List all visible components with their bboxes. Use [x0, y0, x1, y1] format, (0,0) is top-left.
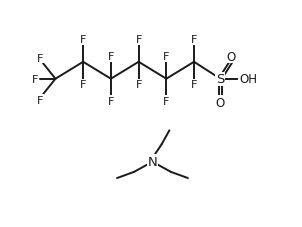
- Text: F: F: [191, 35, 197, 45]
- Text: F: F: [163, 97, 169, 107]
- Text: F: F: [108, 97, 114, 107]
- Text: F: F: [135, 80, 142, 90]
- Text: O: O: [226, 51, 236, 64]
- Text: F: F: [135, 35, 142, 45]
- Text: F: F: [37, 54, 43, 64]
- Text: F: F: [80, 80, 86, 90]
- Text: F: F: [108, 52, 114, 62]
- Text: F: F: [80, 35, 86, 45]
- Text: N: N: [148, 155, 157, 168]
- Text: F: F: [37, 95, 43, 105]
- Text: OH: OH: [239, 73, 257, 86]
- Text: F: F: [31, 74, 38, 84]
- Text: O: O: [216, 97, 225, 110]
- Text: F: F: [191, 80, 197, 90]
- Text: F: F: [163, 52, 169, 62]
- Text: S: S: [216, 73, 224, 86]
